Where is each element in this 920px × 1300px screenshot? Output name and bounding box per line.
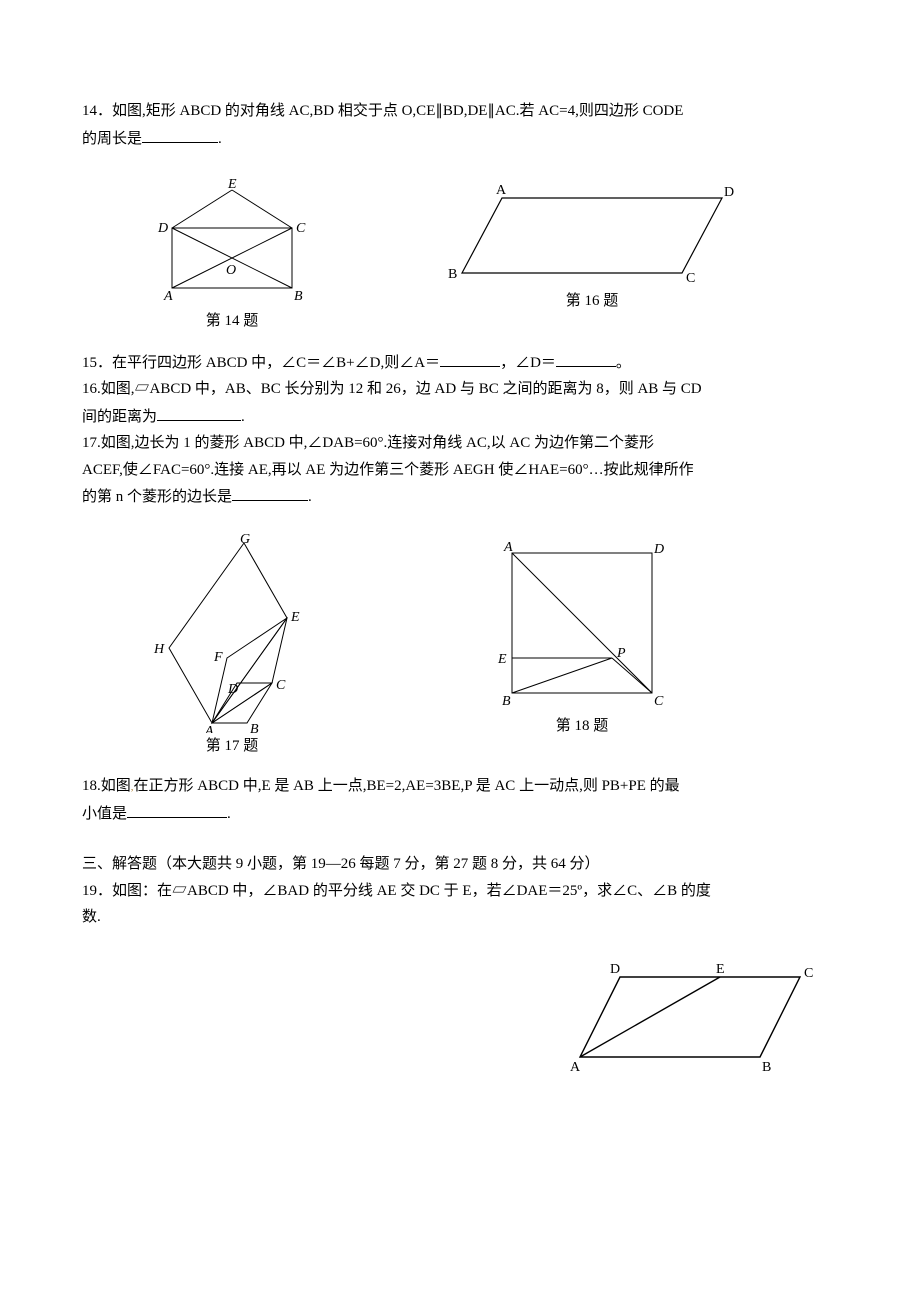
q14-line1: 14．如图,矩形 ABCD 的对角线 AC,BD 相交于点 O,CE∥BD,DE… <box>82 100 838 123</box>
f18-C: C <box>654 694 664 709</box>
f17-B: B <box>250 722 259 733</box>
fig18-caption: 第 18 题 <box>482 715 682 738</box>
q18-line1: 18.如图,在正方形 ABCD 中,E 是 AB 上一点,BE=2,AE=3BE… <box>82 775 838 798</box>
f19-B: B <box>762 1060 771 1075</box>
fig16-caption: 第 16 题 <box>442 290 742 313</box>
q14-blank[interactable] <box>142 127 218 143</box>
f19-D: D <box>610 962 620 977</box>
fig14-D: D <box>157 221 168 236</box>
fig14: A B C D E O 第 14 题 <box>142 178 322 333</box>
q16-line2a: 间的距离为 <box>82 409 157 425</box>
fig18: A D B C E P 第 18 题 <box>482 533 682 758</box>
f17-E: E <box>290 610 300 625</box>
q15-suffix: 。 <box>616 355 631 371</box>
fig19-svg: D E C A B <box>560 957 820 1077</box>
fig14-B: B <box>294 289 303 304</box>
q15: 15．在平行四边形 ABCD 中，∠C＝∠B+∠D,则∠A＝ ，∠D＝ 。 <box>82 351 838 375</box>
q16-line2: 间的距离为. <box>82 405 838 429</box>
f18-A: A <box>503 540 513 555</box>
fig14-svg: A B C D E O <box>142 178 322 308</box>
q18-blank[interactable] <box>127 802 227 818</box>
q17-line1: 17.如图,边长为 1 的菱形 ABCD 中,∠DAB=60°.连接对角线 AC… <box>82 432 838 455</box>
f19-C: C <box>804 966 813 981</box>
f17-G: G <box>240 533 250 547</box>
figrow-17-18: A B C D E F G H 第 17 题 A D B C E P <box>142 533 838 758</box>
f19-A: A <box>570 1060 581 1075</box>
f17-A: A <box>204 724 214 733</box>
q18-l1b: 在正方形 ABCD 中,E 是 AB 上一点,BE=2,AE=3BE,P 是 A… <box>134 778 680 794</box>
q19-line1: 19．如图：在▱ABCD 中，∠BAD 的平分线 AE 交 DC 于 E，若∠D… <box>82 880 838 903</box>
q15-prefix: 15．在平行四边形 ABCD 中，∠C＝∠B+∠D,则∠A＝ <box>82 355 440 371</box>
q17-blank[interactable] <box>232 485 308 501</box>
q16-blank[interactable] <box>157 405 241 421</box>
fig16-B: B <box>448 267 457 282</box>
q18-line2a: 小值是 <box>82 806 127 822</box>
q19-line2: 数. <box>82 906 838 929</box>
q14-line2a: 的周长是 <box>82 131 142 147</box>
q18-line2b: . <box>227 806 231 822</box>
fig17-svg: A B C D E F G H <box>142 533 322 733</box>
q15-blank2[interactable] <box>556 351 616 367</box>
section3: 三、解答题（本大题共 9 小题，第 19—26 每题 7 分，第 27 题 8 … <box>82 853 838 876</box>
fig16-D: D <box>724 185 734 200</box>
f17-D: D <box>227 682 238 697</box>
fig19: D E C A B <box>542 957 838 1077</box>
q14-line2: 的周长是. <box>82 127 838 151</box>
f17-H: H <box>153 642 165 657</box>
q16-line1: 16.如图,▱ABCD 中，AB、BC 长分别为 12 和 26，边 AD 与 … <box>82 378 838 401</box>
q16-line2b: . <box>241 409 245 425</box>
fig14-caption: 第 14 题 <box>142 310 322 333</box>
f19-E: E <box>716 962 725 977</box>
fig17-caption: 第 17 题 <box>142 735 322 758</box>
q17-line3a: 的第 n 个菱形的边长是 <box>82 489 232 505</box>
fig16-svg: A D B C <box>442 178 742 288</box>
fig14-A: A <box>163 289 173 304</box>
q18-line2: 小值是. <box>82 802 838 826</box>
q15-blank1[interactable] <box>440 351 500 367</box>
fig17: A B C D E F G H 第 17 题 <box>142 533 322 758</box>
q18-l1a: 18.如图 <box>82 778 131 794</box>
fig16-A: A <box>496 183 507 198</box>
fig16-C: C <box>686 271 695 286</box>
fig14-C: C <box>296 221 306 236</box>
q17-line3b: . <box>308 489 312 505</box>
fig14-E: E <box>227 178 237 192</box>
f18-D: D <box>653 542 664 557</box>
f18-B: B <box>502 694 511 709</box>
figrow-14-16: A B C D E O 第 14 题 A D B C 第 16 题 <box>142 178 838 333</box>
f17-F: F <box>213 650 223 665</box>
q17-line2: ACEF,使∠FAC=60°.连接 AE,再以 AE 为边作第三个菱形 AEGH… <box>82 459 838 482</box>
q17-line3: 的第 n 个菱形的边长是. <box>82 485 838 509</box>
q15-mid: ，∠D＝ <box>500 355 556 371</box>
f18-E: E <box>497 652 507 667</box>
q14-line2b: . <box>218 131 222 147</box>
fig14-O: O <box>226 263 236 278</box>
f18-P: P <box>616 646 626 661</box>
fig16-top: A D B C 第 16 题 <box>442 178 742 333</box>
fig18-svg: A D B C E P <box>482 533 682 713</box>
f17-C: C <box>276 678 286 693</box>
